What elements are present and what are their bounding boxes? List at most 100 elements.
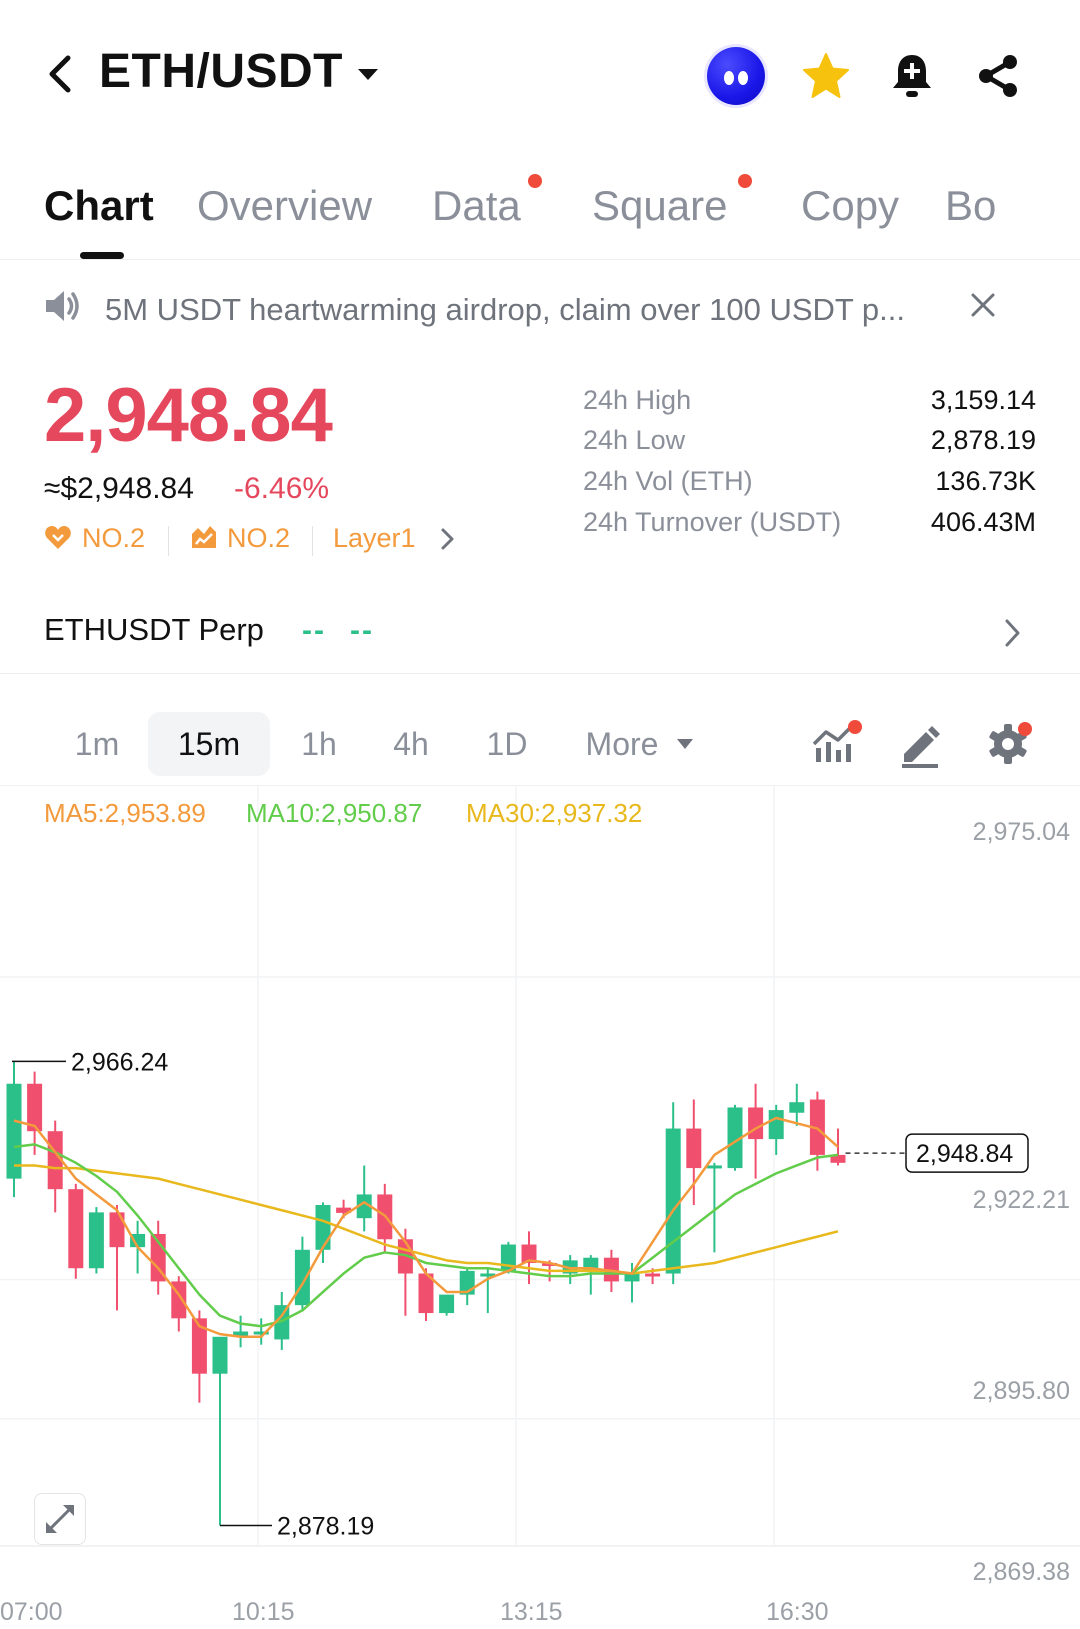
speaker-icon	[46, 291, 79, 321]
section-tabs: Chart Overview Data Square Copy Bo	[0, 160, 1080, 260]
tab-copy[interactable]: Copy	[801, 182, 900, 229]
stat-value-high: 3,159.14	[930, 385, 1036, 415]
candle-body	[130, 1233, 146, 1248]
badge-separator	[312, 526, 313, 556]
fiat-price: ≈$2,948.84	[44, 472, 194, 505]
candle-body	[294, 1249, 310, 1306]
interval-15m[interactable]: 15m	[148, 712, 270, 776]
candle-body	[109, 1212, 125, 1248]
tab-square-notification-dot	[738, 174, 752, 188]
share-button[interactable]	[966, 44, 1030, 108]
candle-body	[686, 1128, 702, 1169]
x-axis-label: 16:30	[766, 1598, 829, 1626]
star-icon	[803, 53, 849, 98]
candle-body	[789, 1102, 805, 1113]
favorite-button[interactable]	[794, 44, 858, 108]
price-change-percent: -6.46%	[234, 472, 330, 505]
stat-label-high: 24h High	[583, 385, 692, 415]
interval-1h[interactable]: 1h	[301, 726, 337, 762]
ma30-label: MA30:2,937.32	[466, 798, 643, 828]
perp-name: ETHUSDT Perp	[44, 612, 264, 647]
top-bar: ETH/USDT	[0, 0, 1080, 150]
stat-value-turnover: 406.43M	[930, 507, 1036, 537]
pair-title[interactable]: ETH/USDT	[99, 45, 343, 98]
low-marker-label: 2,878.19	[277, 1513, 374, 1541]
ma5-label: MA5:2,953.89	[44, 798, 206, 828]
high-marker-label: 2,966.24	[71, 1048, 168, 1076]
chevron-right-icon[interactable]	[440, 527, 456, 551]
close-icon[interactable]	[970, 292, 996, 318]
candle-body	[27, 1083, 43, 1132]
ma5-line	[13, 1116, 839, 1339]
candle-body	[603, 1257, 619, 1282]
candle-body	[542, 1262, 558, 1266]
candlestick-chart[interactable]: 2,966.24 2,878.19 2,948.84	[0, 786, 1080, 1629]
indicators-notification-dot	[848, 720, 862, 734]
tab-square[interactable]: Square	[592, 182, 728, 229]
price-alert-button[interactable]	[880, 44, 944, 108]
candle-body	[233, 1331, 249, 1337]
x-axis-label: 13:15	[500, 1598, 563, 1626]
candle-body	[191, 1318, 207, 1374]
tab-data[interactable]: Data	[432, 182, 521, 229]
candle-body	[706, 1165, 722, 1169]
candle-body	[809, 1099, 825, 1155]
back-chevron-icon[interactable]	[40, 52, 80, 96]
stat-value-low: 2,878.19	[930, 425, 1036, 455]
candle-body	[274, 1305, 290, 1340]
candle-body	[68, 1189, 84, 1269]
candle-body	[624, 1273, 640, 1282]
last-price: 2,948.84	[44, 373, 333, 458]
candle-body	[768, 1110, 784, 1140]
candle-body	[665, 1128, 681, 1274]
interval-4h[interactable]: 4h	[393, 726, 429, 762]
rank-badge-1[interactable]: NO.2	[82, 523, 146, 553]
y-axis-label: 2,895.80	[972, 1377, 1070, 1405]
candle-body	[88, 1212, 104, 1269]
candle-body	[748, 1107, 764, 1140]
candle-body	[212, 1336, 228, 1374]
candle-body	[418, 1273, 434, 1314]
x-axis-label: 07:00	[0, 1598, 63, 1626]
candle-body	[253, 1331, 269, 1335]
fullscreen-button[interactable]	[34, 1493, 86, 1545]
chart-settings-button[interactable]	[982, 718, 1034, 770]
avatar-icon	[707, 47, 765, 105]
category-tag[interactable]: Layer1	[333, 523, 416, 553]
drawing-tool-button[interactable]	[894, 718, 946, 770]
tab-data-notification-dot	[528, 174, 542, 188]
candle-body	[356, 1194, 372, 1219]
heart-icon	[45, 526, 71, 549]
candle-body	[830, 1154, 846, 1163]
dropdown-caret-icon[interactable]	[676, 738, 694, 750]
tab-chart[interactable]: Chart	[44, 182, 154, 229]
tab-bots[interactable]: Bo	[945, 182, 995, 229]
indicator-chart-icon	[812, 726, 852, 762]
bell-plus-icon	[893, 55, 931, 97]
gear-icon	[989, 724, 1027, 764]
interval-1d[interactable]: 1D	[486, 726, 528, 762]
candle-body	[521, 1244, 537, 1263]
dropdown-caret-icon[interactable]	[356, 66, 380, 82]
settings-notification-dot	[1018, 722, 1032, 736]
perp-row[interactable]: ETHUSDT Perp -- --	[0, 598, 1080, 674]
ma10-label: MA10:2,950.87	[246, 798, 423, 828]
avatar-button[interactable]	[704, 44, 768, 108]
indicators-button[interactable]	[810, 718, 862, 770]
interval-more[interactable]: More	[585, 726, 659, 762]
stat-value-volume: 136.73K	[935, 466, 1036, 496]
last-price-box	[905, 1133, 1029, 1173]
badge-separator	[168, 526, 169, 556]
candle-body	[6, 1083, 22, 1179]
interval-toolbar: 1m 15m 1h 4h 1D More	[0, 690, 1080, 786]
candle-body	[315, 1204, 331, 1250]
perp-change: --	[350, 614, 374, 647]
interval-1m[interactable]: 1m	[74, 726, 120, 762]
candle-body	[480, 1273, 496, 1277]
ma30-line	[14, 1164, 839, 1275]
expand-icon	[46, 1505, 74, 1533]
candle-body	[336, 1207, 352, 1213]
announcement-bar[interactable]: 5M USDT heartwarming airdrop, claim over…	[0, 270, 1080, 350]
tab-overview[interactable]: Overview	[197, 182, 373, 229]
rank-badge-2[interactable]: NO.2	[227, 523, 291, 553]
